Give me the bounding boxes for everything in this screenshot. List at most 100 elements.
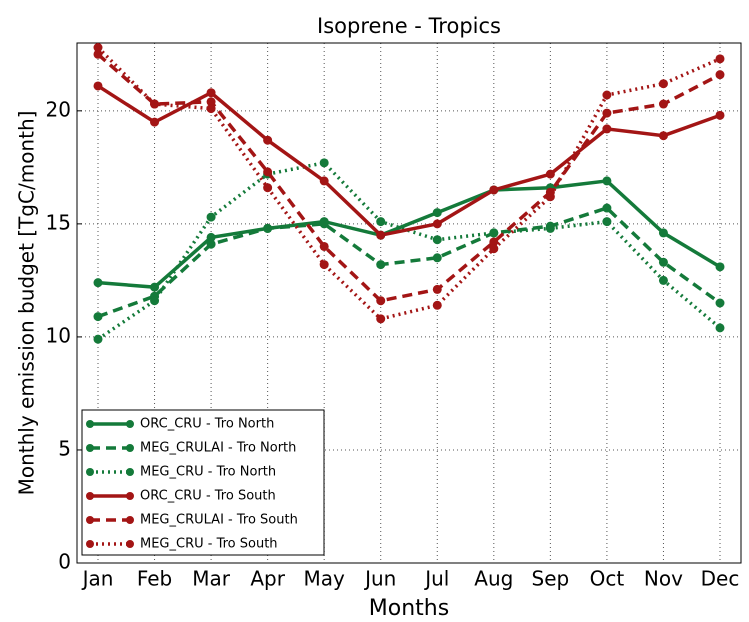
x-tick-label: Jan [81, 567, 114, 591]
data-point [602, 108, 612, 118]
data-point [206, 232, 216, 242]
data-point [206, 212, 216, 222]
legend-label: MEG_CRULAI - Tro North [140, 441, 296, 456]
data-point [489, 244, 499, 254]
data-point [432, 208, 442, 218]
legend-label: ORC_CRU - Tro North [140, 417, 274, 432]
data-point [658, 99, 668, 109]
legend-marker [86, 492, 94, 500]
x-tick-label: May [304, 567, 346, 591]
series-line [97, 179, 721, 289]
y-tick-label: 20 [46, 97, 71, 121]
data-point [658, 257, 668, 267]
legend-label: MEG_CRULAI - Tro South [140, 513, 298, 528]
legend-marker [86, 420, 94, 428]
data-point [206, 239, 216, 249]
x-tick-label: Jul [423, 567, 449, 591]
plot-frame [76, 42, 742, 564]
y-tick-label: 0 [58, 550, 71, 574]
legend-marker [126, 468, 134, 476]
legend-box [81, 409, 325, 556]
data-point [489, 228, 499, 238]
data-point [715, 110, 725, 120]
data-point [602, 176, 612, 186]
legend-label: MEG_CRU - Tro South [140, 537, 278, 552]
data-point [715, 323, 725, 333]
data-point [602, 203, 612, 213]
data-point [319, 219, 329, 229]
data-point [432, 253, 442, 263]
data-point [93, 81, 103, 91]
data-point [263, 135, 273, 145]
series-line [97, 84, 721, 238]
legend-marker [126, 444, 134, 452]
data-point [715, 70, 725, 80]
data-point [150, 282, 160, 292]
data-point [432, 300, 442, 310]
data-point [432, 284, 442, 294]
legend-label: ORC_CRU - Tro South [140, 489, 276, 504]
x-axis-label: Months [369, 596, 449, 621]
data-point [545, 192, 555, 202]
legend-marker [126, 516, 134, 524]
data-point [715, 298, 725, 308]
data-point [545, 223, 555, 233]
data-point [489, 237, 499, 247]
data-point [263, 223, 273, 233]
data-point [150, 99, 160, 109]
series-line [96, 52, 721, 303]
data-point [319, 158, 329, 168]
data-point [376, 217, 386, 227]
legend-marker [126, 420, 134, 428]
y-tick-label: 15 [46, 210, 71, 234]
data-point [715, 262, 725, 272]
x-tick-label: Jun [363, 567, 396, 591]
data-point [93, 49, 103, 59]
x-tick-label: Aug [474, 567, 513, 591]
data-point [206, 97, 216, 107]
data-point [602, 124, 612, 134]
legend-marker [86, 444, 94, 452]
x-tick-label: Oct [590, 567, 625, 591]
data-point [263, 183, 273, 193]
data-point [150, 117, 160, 127]
data-point [545, 169, 555, 179]
legend-label: MEG_CRU - Tro North [140, 465, 276, 480]
data-point [376, 314, 386, 324]
data-point [489, 185, 499, 195]
data-point [319, 241, 329, 251]
data-point [93, 334, 103, 344]
data-point [376, 260, 386, 270]
legend-marker [126, 492, 134, 500]
data-point [658, 228, 668, 238]
legend-marker [86, 516, 94, 524]
data-point [93, 43, 103, 53]
data-point [658, 275, 668, 285]
x-tick-label: Sep [532, 567, 570, 591]
legend-marker [86, 468, 94, 476]
data-point [658, 79, 668, 89]
data-point [602, 90, 612, 100]
series-line [97, 160, 722, 341]
data-point [658, 131, 668, 141]
x-tick-label: Feb [137, 567, 172, 591]
data-point [206, 88, 216, 98]
data-point [376, 296, 386, 306]
legend-marker [86, 540, 94, 548]
data-point [602, 217, 612, 227]
legend-marker [126, 540, 134, 548]
x-tick-label: Nov [644, 567, 683, 591]
data-point [432, 235, 442, 245]
data-point [715, 54, 725, 64]
data-point [263, 167, 273, 177]
data-point [319, 260, 329, 270]
data-point [319, 176, 329, 186]
data-point [93, 312, 103, 322]
x-tick-label: Apr [250, 567, 285, 591]
y-axis-label: Monthly emission budget [TgC/month] [15, 111, 39, 496]
data-point [150, 296, 160, 306]
y-tick-label: 10 [46, 323, 71, 347]
x-tick-label: Dec [701, 567, 740, 591]
data-point [93, 278, 103, 288]
